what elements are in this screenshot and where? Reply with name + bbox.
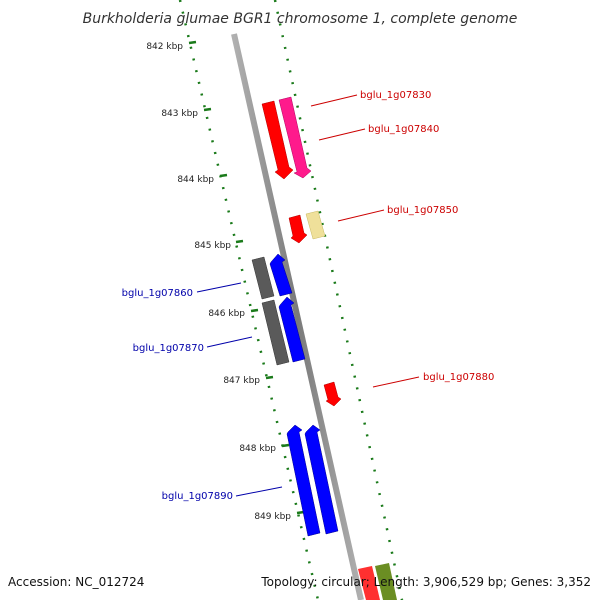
gene-arrow-bglu_1g07870[interactable] <box>278 296 306 363</box>
cog-block-red-edge <box>358 566 380 600</box>
gene-label-bglu_1g07870[interactable]: bglu_1g07870 <box>133 343 204 354</box>
gene-label-bglu_1g07890[interactable]: bglu_1g07890 <box>162 491 233 502</box>
genome-summary-text: Topology: circular; Length: 3,906,529 bp… <box>260 575 591 589</box>
callout-line <box>196 282 242 293</box>
callout-line <box>310 94 358 107</box>
tick-label: 847 kbp <box>223 376 260 386</box>
gene-arrow-bglu_1g07890-part[interactable] <box>304 424 339 535</box>
gene-labels: bglu_1g07830 bglu_1g07840 bglu_1g07850 b… <box>122 90 495 502</box>
map-title: Burkholderia glumae BGR1 chromosome 1, c… <box>83 11 518 27</box>
gene-arrow-bglu_1g07850[interactable] <box>288 214 308 244</box>
callout-line <box>318 128 366 141</box>
reverse-strand-track <box>251 253 339 537</box>
major-tick-mark <box>296 510 305 515</box>
tick-label: 846 kbp <box>208 309 245 319</box>
cog-block-gray <box>251 256 275 300</box>
major-tick-mark <box>281 443 290 448</box>
tick-label: 843 kbp <box>161 109 198 119</box>
gene-label-bglu_1g07850[interactable]: bglu_1g07850 <box>387 205 458 216</box>
callout-line <box>235 486 283 497</box>
major-tick-mark <box>219 173 228 178</box>
callout-line <box>206 336 253 348</box>
tick-label: 845 kbp <box>194 241 231 251</box>
callout-line <box>337 209 385 222</box>
cog-block-gray <box>261 299 290 366</box>
major-tick-mark <box>188 40 197 45</box>
cog-block-beige <box>305 210 326 240</box>
gene-arrow-bglu_1g07830[interactable] <box>261 100 294 180</box>
gene-label-bglu_1g07830[interactable]: bglu_1g07830 <box>360 90 431 101</box>
gene-arrow-bglu_1g07880[interactable] <box>323 381 342 407</box>
gene-label-bglu_1g07860[interactable]: bglu_1g07860 <box>122 288 193 299</box>
gene-label-bglu_1g07840[interactable]: bglu_1g07840 <box>368 124 439 135</box>
backbone <box>231 33 364 600</box>
cog-block-olive-edge <box>375 563 397 600</box>
gene-arrow-bglu_1g07840[interactable] <box>278 96 312 179</box>
forward-strand-track <box>261 96 397 600</box>
major-tick-mark <box>235 239 244 244</box>
tick-label: 848 kbp <box>239 444 276 454</box>
major-tick-mark <box>203 107 212 112</box>
accession-text: Accession: NC_012724 <box>8 575 144 589</box>
gene-label-bglu_1g07880[interactable]: bglu_1g07880 <box>423 372 494 383</box>
major-tick-mark <box>250 308 259 313</box>
gene-arrow-bglu_1g07890[interactable] <box>286 424 321 537</box>
gene-arrow-bglu_1g07860[interactable] <box>269 253 293 297</box>
tick-label: 842 kbp <box>146 42 183 52</box>
callout-line <box>372 376 420 388</box>
tick-label: 844 kbp <box>177 175 214 185</box>
tick-label: 849 kbp <box>254 512 291 522</box>
major-tick-mark <box>265 375 274 380</box>
kbp-scale: 842 kbp 843 kbp 844 kbp 845 kbp 846 kbp … <box>146 40 305 522</box>
